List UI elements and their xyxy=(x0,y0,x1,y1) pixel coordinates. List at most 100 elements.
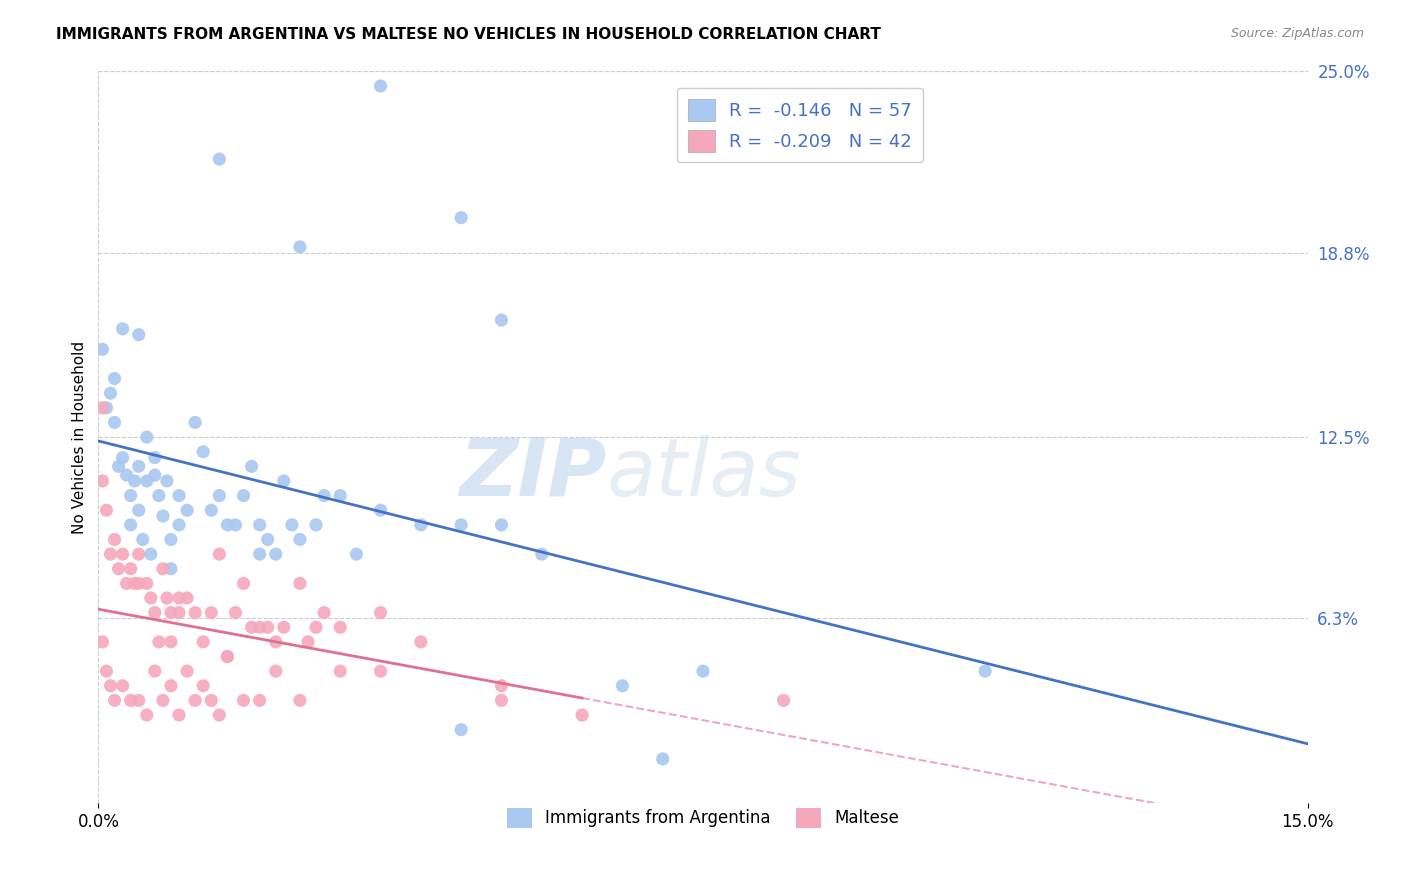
Point xyxy=(91,474,114,488)
Point xyxy=(124,576,146,591)
Point xyxy=(111,322,134,336)
Point xyxy=(176,591,198,605)
Point xyxy=(193,635,215,649)
Point xyxy=(135,576,157,591)
Point xyxy=(143,450,166,465)
Point xyxy=(370,606,392,620)
Point xyxy=(200,503,222,517)
Point xyxy=(167,606,190,620)
Point xyxy=(115,468,138,483)
Point xyxy=(256,533,278,547)
Point xyxy=(217,649,239,664)
Point xyxy=(160,606,183,620)
Point xyxy=(91,343,114,357)
Point xyxy=(264,664,287,678)
Point xyxy=(103,693,125,707)
Point xyxy=(692,664,714,678)
Point xyxy=(264,547,287,561)
Point xyxy=(135,708,157,723)
Point xyxy=(240,459,263,474)
Point xyxy=(96,401,118,415)
Point xyxy=(184,606,207,620)
Point xyxy=(160,679,183,693)
Point xyxy=(232,489,254,503)
Point xyxy=(124,474,146,488)
Point xyxy=(115,576,138,591)
Point xyxy=(288,533,311,547)
Point xyxy=(450,517,472,532)
Point xyxy=(329,489,352,503)
Point xyxy=(184,693,207,707)
Point xyxy=(156,474,179,488)
Point xyxy=(256,620,278,634)
Point xyxy=(152,693,174,707)
Point xyxy=(100,547,122,561)
Point xyxy=(200,693,222,707)
Point xyxy=(571,708,593,723)
Point xyxy=(167,489,190,503)
Point xyxy=(409,635,432,649)
Point xyxy=(224,517,246,532)
Point xyxy=(160,533,183,547)
Text: Source: ZipAtlas.com: Source: ZipAtlas.com xyxy=(1230,27,1364,40)
Point xyxy=(193,444,215,458)
Point xyxy=(491,693,513,707)
Point xyxy=(148,635,170,649)
Point xyxy=(249,620,271,634)
Point xyxy=(200,606,222,620)
Point xyxy=(651,752,673,766)
Point xyxy=(148,489,170,503)
Point xyxy=(96,664,118,678)
Point xyxy=(273,620,295,634)
Point xyxy=(974,664,997,678)
Point xyxy=(409,517,432,532)
Point xyxy=(344,547,367,561)
Point xyxy=(91,635,114,649)
Point xyxy=(128,327,150,342)
Point xyxy=(139,547,162,561)
Point xyxy=(249,547,271,561)
Point xyxy=(167,517,190,532)
Point xyxy=(491,313,513,327)
Point xyxy=(156,591,179,605)
Point xyxy=(100,679,122,693)
Point xyxy=(120,489,142,503)
Text: atlas: atlas xyxy=(606,434,801,513)
Point xyxy=(249,693,271,707)
Point xyxy=(128,459,150,474)
Point xyxy=(152,562,174,576)
Point xyxy=(120,517,142,532)
Point xyxy=(273,474,295,488)
Point xyxy=(167,708,190,723)
Point xyxy=(772,693,794,707)
Point xyxy=(232,693,254,707)
Point xyxy=(143,664,166,678)
Legend: Immigrants from Argentina, Maltese: Immigrants from Argentina, Maltese xyxy=(501,801,905,835)
Point xyxy=(184,416,207,430)
Point xyxy=(297,635,319,649)
Point xyxy=(139,591,162,605)
Point xyxy=(450,723,472,737)
Point xyxy=(217,649,239,664)
Point xyxy=(193,679,215,693)
Point xyxy=(240,620,263,634)
Text: IMMIGRANTS FROM ARGENTINA VS MALTESE NO VEHICLES IN HOUSEHOLD CORRELATION CHART: IMMIGRANTS FROM ARGENTINA VS MALTESE NO … xyxy=(56,27,882,42)
Point xyxy=(314,606,336,620)
Point xyxy=(264,635,287,649)
Point xyxy=(96,503,118,517)
Point xyxy=(152,509,174,524)
Point xyxy=(329,620,352,634)
Point xyxy=(120,562,142,576)
Point xyxy=(107,459,129,474)
Point xyxy=(314,489,336,503)
Point xyxy=(491,517,513,532)
Point xyxy=(128,547,150,561)
Point xyxy=(103,371,125,385)
Point xyxy=(491,679,513,693)
Point xyxy=(208,547,231,561)
Point xyxy=(370,503,392,517)
Point xyxy=(208,489,231,503)
Point xyxy=(100,386,122,401)
Point xyxy=(450,211,472,225)
Text: ZIP: ZIP xyxy=(458,434,606,513)
